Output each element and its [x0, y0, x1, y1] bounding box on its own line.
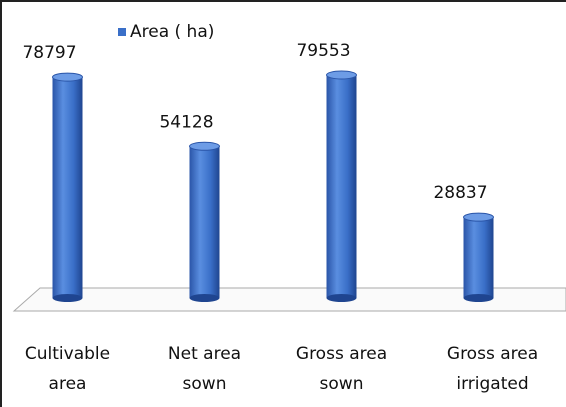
bar-bottom: [326, 294, 357, 302]
x-tick-label: Net area sown: [168, 344, 241, 394]
bar-top: [189, 141, 220, 151]
bar-bottom: [463, 294, 494, 302]
data-label: 79553: [296, 41, 350, 61]
bar-bottom: [52, 294, 83, 302]
bar-top: [326, 70, 357, 80]
legend-label: Area ( ha): [130, 22, 214, 42]
floor: [12, 287, 566, 312]
bar: [326, 70, 357, 302]
data-label: 78797: [22, 43, 76, 63]
bar-body: [326, 75, 357, 298]
bar: [52, 72, 83, 302]
data-label: 28837: [433, 183, 487, 203]
x-tick-label: Cultivable area: [25, 344, 110, 394]
bar-body: [463, 217, 494, 298]
bar: [189, 141, 220, 302]
bar-body: [189, 146, 220, 298]
bar-top: [463, 212, 494, 222]
x-tick-label: Gross area irrigated: [447, 344, 538, 394]
x-tick-label: Gross area sown: [296, 344, 387, 394]
legend-swatch: [118, 28, 126, 36]
bar-top: [52, 72, 83, 82]
bar-body: [52, 77, 83, 298]
bar-bottom: [189, 294, 220, 302]
bar: [463, 212, 494, 302]
data-label: 54128: [159, 112, 213, 132]
